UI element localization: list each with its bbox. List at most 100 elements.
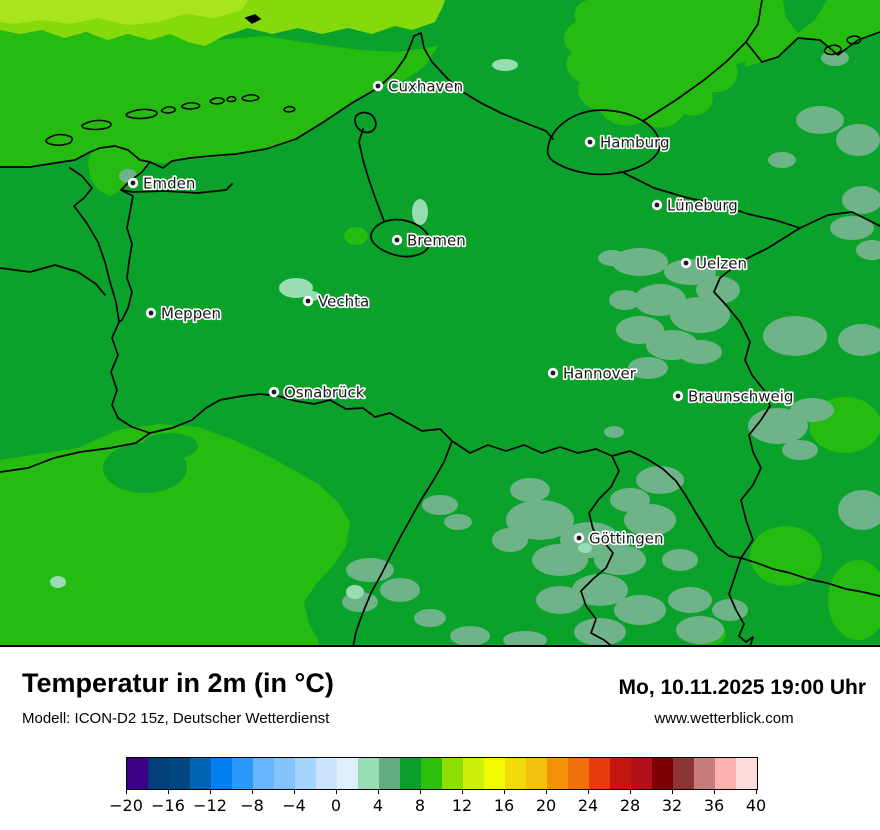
map-cool-islands [103,0,827,493]
colorbar-segment-18 [505,758,526,789]
colorbar-segment-28 [715,758,736,789]
city-label: Bremen [407,232,466,250]
colorbar-segment-4 [211,758,232,789]
colorbar-segment-19 [526,758,547,789]
colorbar-segment-27 [694,758,715,789]
colorbar-tick [462,789,463,794]
city-label: Meppen [161,305,221,323]
colorbar-tick-label: 16 [493,796,515,815]
temperature-map-svg: Cuxhaven Hamburg Emden Lüneburg Bremen Uelzen… [0,0,880,647]
colorbar-tick [294,789,295,794]
colorbar-segment-5 [232,758,253,789]
map-coolest-specks [50,59,592,599]
colorbar-tick [168,789,169,794]
colorbar-segment-6 [253,758,274,789]
city-dot [394,237,400,243]
colorbar-segment-7 [274,758,295,789]
website-url: www.wetterblick.com [654,710,794,727]
colorbar-tick [126,789,127,794]
colorbar-segment-13 [400,758,421,789]
colorbar-tick-label: 24 [577,796,599,815]
colorbar-segment-0 [127,758,148,789]
city-dot [550,370,556,376]
city-label: Osnabrück [284,384,365,402]
city-label: Cuxhaven [388,78,463,96]
colorbar-tick-label: 36 [703,796,725,815]
model-info: Modell: ICON-D2 15z, Deutscher Wetterdie… [22,710,330,727]
city-marker-hamburg: Hamburg [584,132,671,153]
colorbar-tick [630,789,631,794]
colorbar-segment-10 [337,758,358,789]
city-marker-göttingen: Göttingen [573,528,665,549]
city-label: Uelzen [696,255,747,273]
city-dot [130,180,136,186]
city-marker-cuxhaven: Cuxhaven [372,76,465,97]
colorbar-segment-29 [736,758,757,789]
colorbar-segment-25 [652,758,673,789]
map-lime-strip [0,0,248,25]
colorbar-segment-17 [484,758,505,789]
colorbar-tick [210,789,211,794]
colorbar-segment-11 [358,758,379,789]
colorbar-tick-label: −16 [151,796,185,815]
colorbar-segment-24 [631,758,652,789]
city-dot [305,298,311,304]
temperature-colorbar [126,757,758,790]
colorbar-tick [252,789,253,794]
colorbar-tick-label: −4 [282,796,306,815]
colorbar-tick-label: 28 [619,796,641,815]
city-marker-braunschweig: Braunschweig [672,386,795,407]
city-dot [654,202,660,208]
colorbar-segment-3 [190,758,211,789]
colorbar-tick [546,789,547,794]
colorbar-tick [378,789,379,794]
colorbar-tick-label: −8 [240,796,264,815]
city-label: Emden [143,175,195,193]
city-dot [375,83,381,89]
city-marker-uelzen: Uelzen [680,253,749,274]
city-label: Hamburg [600,134,670,152]
colorbar-segment-26 [673,758,694,789]
colorbar-segment-22 [589,758,610,789]
city-markers: Cuxhaven Hamburg Emden Lüneburg Bremen Uelzen… [127,76,795,549]
city-dot [683,260,689,266]
city-label: Braunschweig [688,388,793,406]
colorbar-segment-9 [316,758,337,789]
city-marker-lüneburg: Lüneburg [651,195,739,216]
colorbar-segment-2 [169,758,190,789]
colorbar-segment-16 [463,758,484,789]
city-label: Lüneburg [667,197,738,215]
colorbar-segment-15 [442,758,463,789]
map-title: Temperatur in 2m (in °C) [22,668,334,698]
colorbar-segment-12 [379,758,400,789]
city-marker-hannover: Hannover [547,363,638,384]
colorbar-tick-label: 8 [414,796,426,815]
city-dot [675,393,681,399]
colorbar-tick [588,789,589,794]
colorbar-tick [504,789,505,794]
colorbar-segment-23 [610,758,631,789]
city-label: Göttingen [589,530,664,548]
colorbar-segment-14 [421,758,442,789]
colorbar-segment-1 [148,758,169,789]
city-dot [587,139,593,145]
city-dot [576,535,582,541]
colorbar-tick-label: −12 [193,796,227,815]
city-marker-osnabrück: Osnabrück [268,382,366,403]
colorbar-tick [420,789,421,794]
colorbar-tick-label: 20 [535,796,557,815]
colorbar-tick-label: 4 [372,796,384,815]
colorbar-tick [672,789,673,794]
city-dot [271,389,277,395]
colorbar-tick-label: −20 [109,796,143,815]
colorbar-segment-21 [568,758,589,789]
city-label: Hannover [563,365,637,383]
city-marker-vechta: Vechta [302,291,371,312]
colorbar-tick [756,789,757,794]
forecast-datetime: Mo, 10.11.2025 19:00 Uhr [618,676,866,699]
city-marker-meppen: Meppen [145,303,223,324]
map-region: Cuxhaven Hamburg Emden Lüneburg Bremen Uelzen… [0,0,880,647]
city-label: Vechta [318,293,369,311]
colorbar-tick-label: 32 [661,796,683,815]
